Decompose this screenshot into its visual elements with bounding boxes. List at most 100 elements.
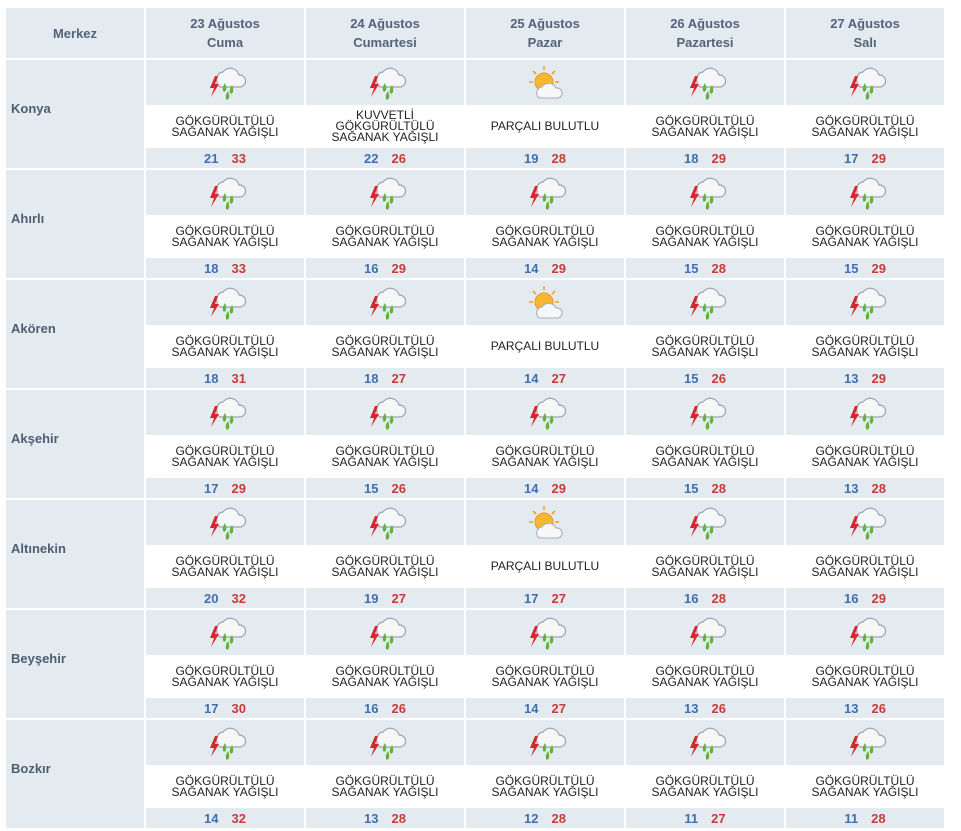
- condition-line: SAĞANAK YAĞIŞLI: [651, 124, 759, 139]
- forecast-cell: GÖKGÜRÜLTÜLÜ SAĞANAK YAĞIŞLI 15 26: [306, 390, 466, 498]
- city-name[interactable]: Akşehir: [11, 430, 59, 446]
- condition-text: GÖKGÜRÜLTÜLÜ SAĞANAK YAĞIŞLI: [146, 105, 304, 149]
- forecast-cell: GÖKGÜRÜLTÜLÜ SAĞANAK YAĞIŞLI 20 32: [146, 500, 306, 608]
- condition-text: GÖKGÜRÜLTÜLÜ SAĞANAK YAĞIŞLI: [626, 545, 784, 589]
- city-cell: Ahırlı: [6, 170, 146, 278]
- thunderstorm-rain-icon: [786, 280, 944, 326]
- condition-line: GÖKGÜRÜLTÜLÜ: [335, 663, 435, 678]
- condition-line: SAĞANAK YAĞIŞLI: [331, 784, 439, 799]
- forecast-cell: GÖKGÜRÜLTÜLÜ SAĞANAK YAĞIŞLI 14 27: [466, 610, 626, 718]
- condition-text: GÖKGÜRÜLTÜLÜ SAĞANAK YAĞIŞLI: [786, 215, 944, 259]
- thunderstorm-rain-icon: [306, 500, 464, 546]
- temperature-range: 18 31: [146, 368, 304, 388]
- temperature-range: 18 29: [626, 148, 784, 168]
- forecast-cell: GÖKGÜRÜLTÜLÜ SAĞANAK YAĞIŞLI 18 33: [146, 170, 306, 278]
- max-temp: 28: [871, 480, 886, 496]
- condition-line: GÖKGÜRÜLTÜLÜ: [815, 113, 915, 128]
- condition-line: SAĞANAK YAĞIŞLI: [811, 344, 919, 359]
- temperature-range: 17 29: [786, 148, 944, 168]
- condition-line: SAĞANAK YAĞIŞLI: [171, 234, 279, 249]
- condition-text: GÖKGÜRÜLTÜLÜ SAĞANAK YAĞIŞLI: [466, 655, 624, 699]
- min-temp: 15: [684, 260, 699, 276]
- condition-line: SAĞANAK YAĞIŞLI: [331, 674, 439, 689]
- forecast-cell: GÖKGÜRÜLTÜLÜ SAĞANAK YAĞIŞLI 13 26: [786, 610, 946, 718]
- city-cell: Akşehir: [6, 390, 146, 498]
- temperature-range: 22 26: [306, 148, 464, 168]
- temperature-range: 14 27: [466, 368, 624, 388]
- condition-text: GÖKGÜRÜLTÜLÜ SAĞANAK YAĞIŞLI: [306, 545, 464, 589]
- forecast-cell: GÖKGÜRÜLTÜLÜ SAĞANAK YAĞIŞLI 15 28: [626, 390, 786, 498]
- condition-line: GÖKGÜRÜLTÜLÜ: [655, 113, 755, 128]
- min-temp: 13: [844, 370, 859, 386]
- forecast-cell: PARÇALI BULUTLU 19 28: [466, 60, 626, 168]
- min-temp: 21: [204, 150, 219, 166]
- max-temp: 28: [871, 810, 886, 826]
- partly-cloudy-icon: [466, 280, 624, 326]
- temperature-range: 16 29: [786, 588, 944, 608]
- min-temp: 16: [844, 590, 859, 606]
- condition-line: SAĞANAK YAĞIŞLI: [491, 784, 599, 799]
- min-temp: 11: [684, 810, 699, 826]
- condition-text: GÖKGÜRÜLTÜLÜ SAĞANAK YAĞIŞLI: [146, 325, 304, 369]
- temperature-range: 18 27: [306, 368, 464, 388]
- max-temp: 28: [711, 260, 726, 276]
- condition-line: GÖKGÜRÜLTÜLÜ: [655, 333, 755, 348]
- center-label: Merkez: [52, 25, 98, 41]
- max-temp: 27: [711, 810, 726, 826]
- min-temp: 16: [364, 700, 379, 716]
- forecast-cell: GÖKGÜRÜLTÜLÜ SAĞANAK YAĞIŞLI 11 28: [786, 720, 946, 828]
- thunderstorm-rain-icon: [786, 170, 944, 216]
- max-temp: 28: [711, 590, 726, 606]
- condition-text: GÖKGÜRÜLTÜLÜ SAĞANAK YAĞIŞLI: [306, 655, 464, 699]
- forecast-cell: GÖKGÜRÜLTÜLÜ SAĞANAK YAĞIŞLI 16 29: [306, 170, 466, 278]
- condition-line: GÖKGÜRÜLTÜLÜ: [495, 223, 595, 238]
- condition-line: SAĞANAK YAĞIŞLI: [331, 130, 439, 145]
- thunderstorm-rain-icon: [466, 720, 624, 766]
- min-temp: 15: [844, 260, 859, 276]
- thunderstorm-rain-icon: [466, 170, 624, 216]
- forecast-cell: GÖKGÜRÜLTÜLÜ SAĞANAK YAĞIŞLI 12 28: [466, 720, 626, 828]
- condition-text: GÖKGÜRÜLTÜLÜ SAĞANAK YAĞIŞLI: [626, 105, 784, 149]
- thunderstorm-rain-icon: [146, 280, 304, 326]
- city-name[interactable]: Konya: [11, 100, 51, 116]
- forecast-cell: GÖKGÜRÜLTÜLÜ SAĞANAK YAĞIŞLI 16 28: [626, 500, 786, 608]
- condition-line: GÖKGÜRÜLTÜLÜ: [655, 223, 755, 238]
- city-name[interactable]: Beyşehir: [11, 650, 66, 666]
- temperature-range: 11 28: [786, 808, 944, 828]
- min-temp: 12: [524, 810, 539, 826]
- city-name[interactable]: Akören: [11, 320, 56, 336]
- forecast-cell: PARÇALI BULUTLU 17 27: [466, 500, 626, 608]
- condition-text: GÖKGÜRÜLTÜLÜ SAĞANAK YAĞIŞLI: [626, 215, 784, 259]
- condition-line: SAĞANAK YAĞIŞLI: [331, 454, 439, 469]
- thunderstorm-rain-icon: [146, 610, 304, 656]
- forecast-cell: GÖKGÜRÜLTÜLÜ SAĞANAK YAĞIŞLI 19 27: [306, 500, 466, 608]
- max-temp: 33: [231, 150, 246, 166]
- condition-line: PARÇALI BULUTLU: [490, 119, 600, 134]
- city-name[interactable]: Altınekin: [11, 540, 66, 556]
- forecast-cell: GÖKGÜRÜLTÜLÜ SAĞANAK YAĞIŞLI 15 28: [626, 170, 786, 278]
- condition-text: GÖKGÜRÜLTÜLÜ SAĞANAK YAĞIŞLI: [626, 655, 784, 699]
- condition-text: GÖKGÜRÜLTÜLÜ SAĞANAK YAĞIŞLI: [146, 545, 304, 589]
- condition-line: SAĞANAK YAĞIŞLI: [811, 564, 919, 579]
- temperature-range: 14 29: [466, 258, 624, 278]
- city-name[interactable]: Bozkır: [11, 760, 51, 776]
- max-temp: 28: [551, 150, 566, 166]
- thunderstorm-rain-icon: [306, 610, 464, 656]
- city-name[interactable]: Ahırlı: [11, 210, 45, 226]
- condition-line: SAĞANAK YAĞIŞLI: [651, 564, 759, 579]
- condition-line: SAĞANAK YAĞIŞLI: [651, 344, 759, 359]
- max-temp: 27: [551, 590, 566, 606]
- thunderstorm-rain-icon: [146, 720, 304, 766]
- day-weekday: Salı: [853, 35, 877, 50]
- temperature-range: 14 27: [466, 698, 624, 718]
- day-header: 27 Ağustos Salı: [786, 8, 946, 58]
- condition-text: GÖKGÜRÜLTÜLÜ SAĞANAK YAĞIŞLI: [626, 325, 784, 369]
- max-temp: 27: [391, 590, 406, 606]
- condition-text: GÖKGÜRÜLTÜLÜ SAĞANAK YAĞIŞLI: [786, 325, 944, 369]
- max-temp: 27: [391, 370, 406, 386]
- min-temp: 19: [364, 590, 379, 606]
- city-row: Beyşehir GÖKGÜRÜLTÜLÜ SAĞANAK YAĞIŞLI 17 30 G…: [6, 608, 946, 718]
- condition-text: GÖKGÜRÜLTÜLÜ SAĞANAK YAĞIŞLI: [626, 765, 784, 809]
- condition-line: GÖKGÜRÜLTÜLÜ: [655, 663, 755, 678]
- thunderstorm-rain-icon: [786, 60, 944, 106]
